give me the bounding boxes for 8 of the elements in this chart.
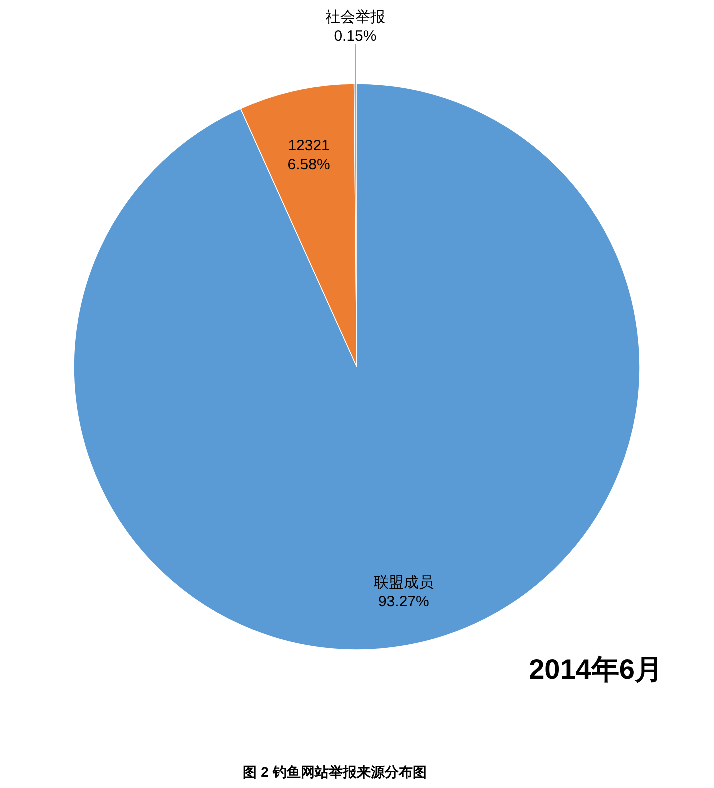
data-label: 6.58% — [288, 156, 330, 174]
slice-label: 12321 — [288, 138, 330, 155]
data-label: 93.27% — [378, 594, 430, 611]
data-label: 0.15% — [334, 28, 377, 46]
slice-label: 联盟成员 — [374, 574, 434, 592]
slice-label: 社会举报 — [325, 9, 386, 26]
text: 2014年6月 — [529, 654, 663, 685]
text: 图 2 钓鱼网站举报来源分布图 — [243, 764, 427, 780]
